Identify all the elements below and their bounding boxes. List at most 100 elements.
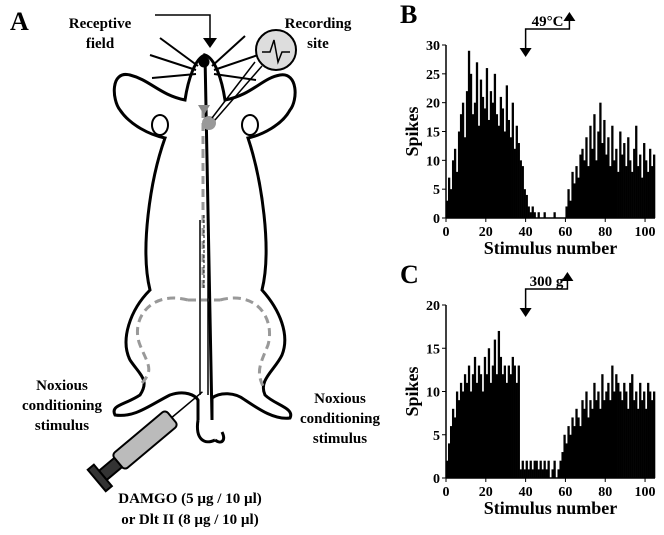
bar bbox=[605, 391, 608, 478]
bar bbox=[579, 154, 582, 218]
bar bbox=[637, 408, 640, 478]
rat-drawing bbox=[86, 14, 297, 493]
label: or Dlt II (8 µg / 10 µl) bbox=[121, 512, 258, 528]
bar bbox=[649, 148, 652, 218]
bar bbox=[531, 206, 534, 218]
x-tick-label: 0 bbox=[443, 225, 450, 240]
bar bbox=[641, 400, 644, 478]
label: site bbox=[307, 36, 329, 52]
label: Noxious bbox=[314, 391, 366, 407]
bar bbox=[541, 469, 544, 478]
annotation: 300 g bbox=[530, 274, 564, 290]
bar bbox=[589, 400, 592, 478]
bar bbox=[579, 426, 582, 478]
bar bbox=[641, 177, 644, 218]
bar bbox=[611, 365, 614, 478]
label: Noxious bbox=[36, 378, 88, 394]
bar bbox=[573, 183, 576, 218]
bar bbox=[619, 391, 622, 478]
bar bbox=[577, 417, 580, 478]
bar bbox=[639, 382, 642, 478]
bar bbox=[503, 131, 507, 218]
y-tick-label: 15 bbox=[426, 342, 440, 357]
bar bbox=[451, 160, 455, 218]
x-tick-label: 100 bbox=[635, 225, 656, 240]
bar bbox=[647, 171, 650, 218]
x-tick-label: 0 bbox=[443, 485, 450, 500]
bar bbox=[479, 79, 483, 218]
bar bbox=[603, 119, 606, 218]
bar bbox=[637, 166, 640, 218]
bar bbox=[647, 382, 650, 478]
y-tick-label: 5 bbox=[433, 429, 440, 444]
bar bbox=[497, 330, 501, 478]
bar bbox=[457, 400, 461, 478]
bar bbox=[593, 114, 596, 218]
bar bbox=[633, 148, 636, 218]
bar bbox=[525, 194, 528, 218]
bar bbox=[479, 374, 483, 478]
bar bbox=[469, 73, 473, 218]
bar bbox=[645, 408, 648, 478]
bar bbox=[569, 434, 572, 478]
bar bbox=[583, 408, 586, 478]
bar bbox=[575, 166, 578, 218]
bar bbox=[509, 137, 512, 218]
bar bbox=[523, 469, 526, 478]
bar bbox=[487, 119, 491, 218]
bar bbox=[581, 148, 584, 218]
bar bbox=[529, 212, 532, 218]
bar bbox=[491, 102, 495, 218]
bar bbox=[609, 400, 612, 478]
bar bbox=[449, 189, 453, 218]
bar bbox=[643, 143, 646, 218]
bar bbox=[446, 460, 449, 478]
y-tick-label: 10 bbox=[426, 154, 440, 169]
label: stimulus bbox=[35, 418, 89, 434]
bar bbox=[495, 114, 499, 218]
bar bbox=[537, 469, 540, 478]
bar bbox=[581, 400, 584, 478]
y-axis-label: Spikes bbox=[402, 366, 422, 416]
x-tick-label: 40 bbox=[519, 225, 533, 240]
bar bbox=[629, 382, 632, 478]
bar bbox=[503, 365, 507, 478]
bar bbox=[625, 391, 628, 478]
bar bbox=[519, 469, 522, 478]
bar bbox=[595, 160, 598, 218]
bar bbox=[505, 382, 509, 478]
bar bbox=[519, 160, 522, 218]
x-tick-label: 100 bbox=[635, 485, 656, 500]
bar bbox=[527, 206, 530, 218]
bar bbox=[461, 391, 465, 478]
bar bbox=[587, 166, 590, 218]
bar bbox=[593, 382, 596, 478]
bar bbox=[559, 460, 562, 478]
bar bbox=[467, 365, 471, 478]
bar bbox=[583, 160, 586, 218]
arrow-head bbox=[519, 48, 532, 57]
bar bbox=[537, 212, 540, 218]
bar bbox=[489, 91, 493, 218]
bar bbox=[485, 68, 489, 218]
bar bbox=[446, 200, 449, 218]
bar bbox=[601, 374, 604, 478]
x-axis-label: Stimulus number bbox=[484, 238, 618, 258]
y-tick-label: 5 bbox=[433, 183, 440, 198]
bar bbox=[465, 382, 469, 478]
bar bbox=[493, 73, 497, 218]
bar bbox=[569, 200, 572, 218]
bar bbox=[471, 114, 475, 218]
bar bbox=[551, 469, 554, 478]
bar bbox=[469, 391, 473, 478]
bar bbox=[631, 374, 634, 478]
bar bbox=[521, 460, 524, 478]
bar bbox=[619, 131, 622, 218]
bar bbox=[567, 426, 570, 478]
bar bbox=[459, 382, 463, 478]
y-tick-label: 0 bbox=[433, 212, 440, 227]
bar bbox=[517, 365, 520, 478]
bar bbox=[515, 382, 518, 478]
x-tick-label: 80 bbox=[598, 485, 612, 500]
